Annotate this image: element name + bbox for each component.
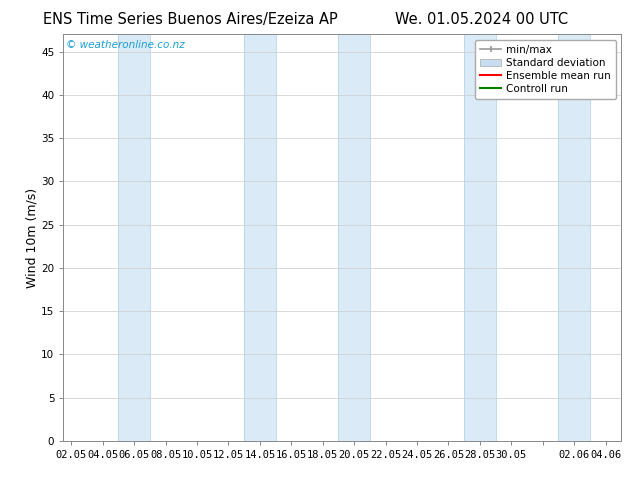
Bar: [119, 34, 150, 441]
Text: ENS Time Series Buenos Aires/Ezeiza AP: ENS Time Series Buenos Aires/Ezeiza AP: [43, 12, 337, 27]
Text: We. 01.05.2024 00 UTC: We. 01.05.2024 00 UTC: [395, 12, 569, 27]
Text: © weatheronline.co.nz: © weatheronline.co.nz: [66, 40, 185, 50]
Y-axis label: Wind 10m (m/s): Wind 10m (m/s): [25, 188, 38, 288]
Legend: min/max, Standard deviation, Ensemble mean run, Controll run: min/max, Standard deviation, Ensemble me…: [475, 40, 616, 99]
Bar: [559, 34, 590, 441]
Bar: [464, 34, 496, 441]
Bar: [339, 34, 370, 441]
Bar: [244, 34, 276, 441]
